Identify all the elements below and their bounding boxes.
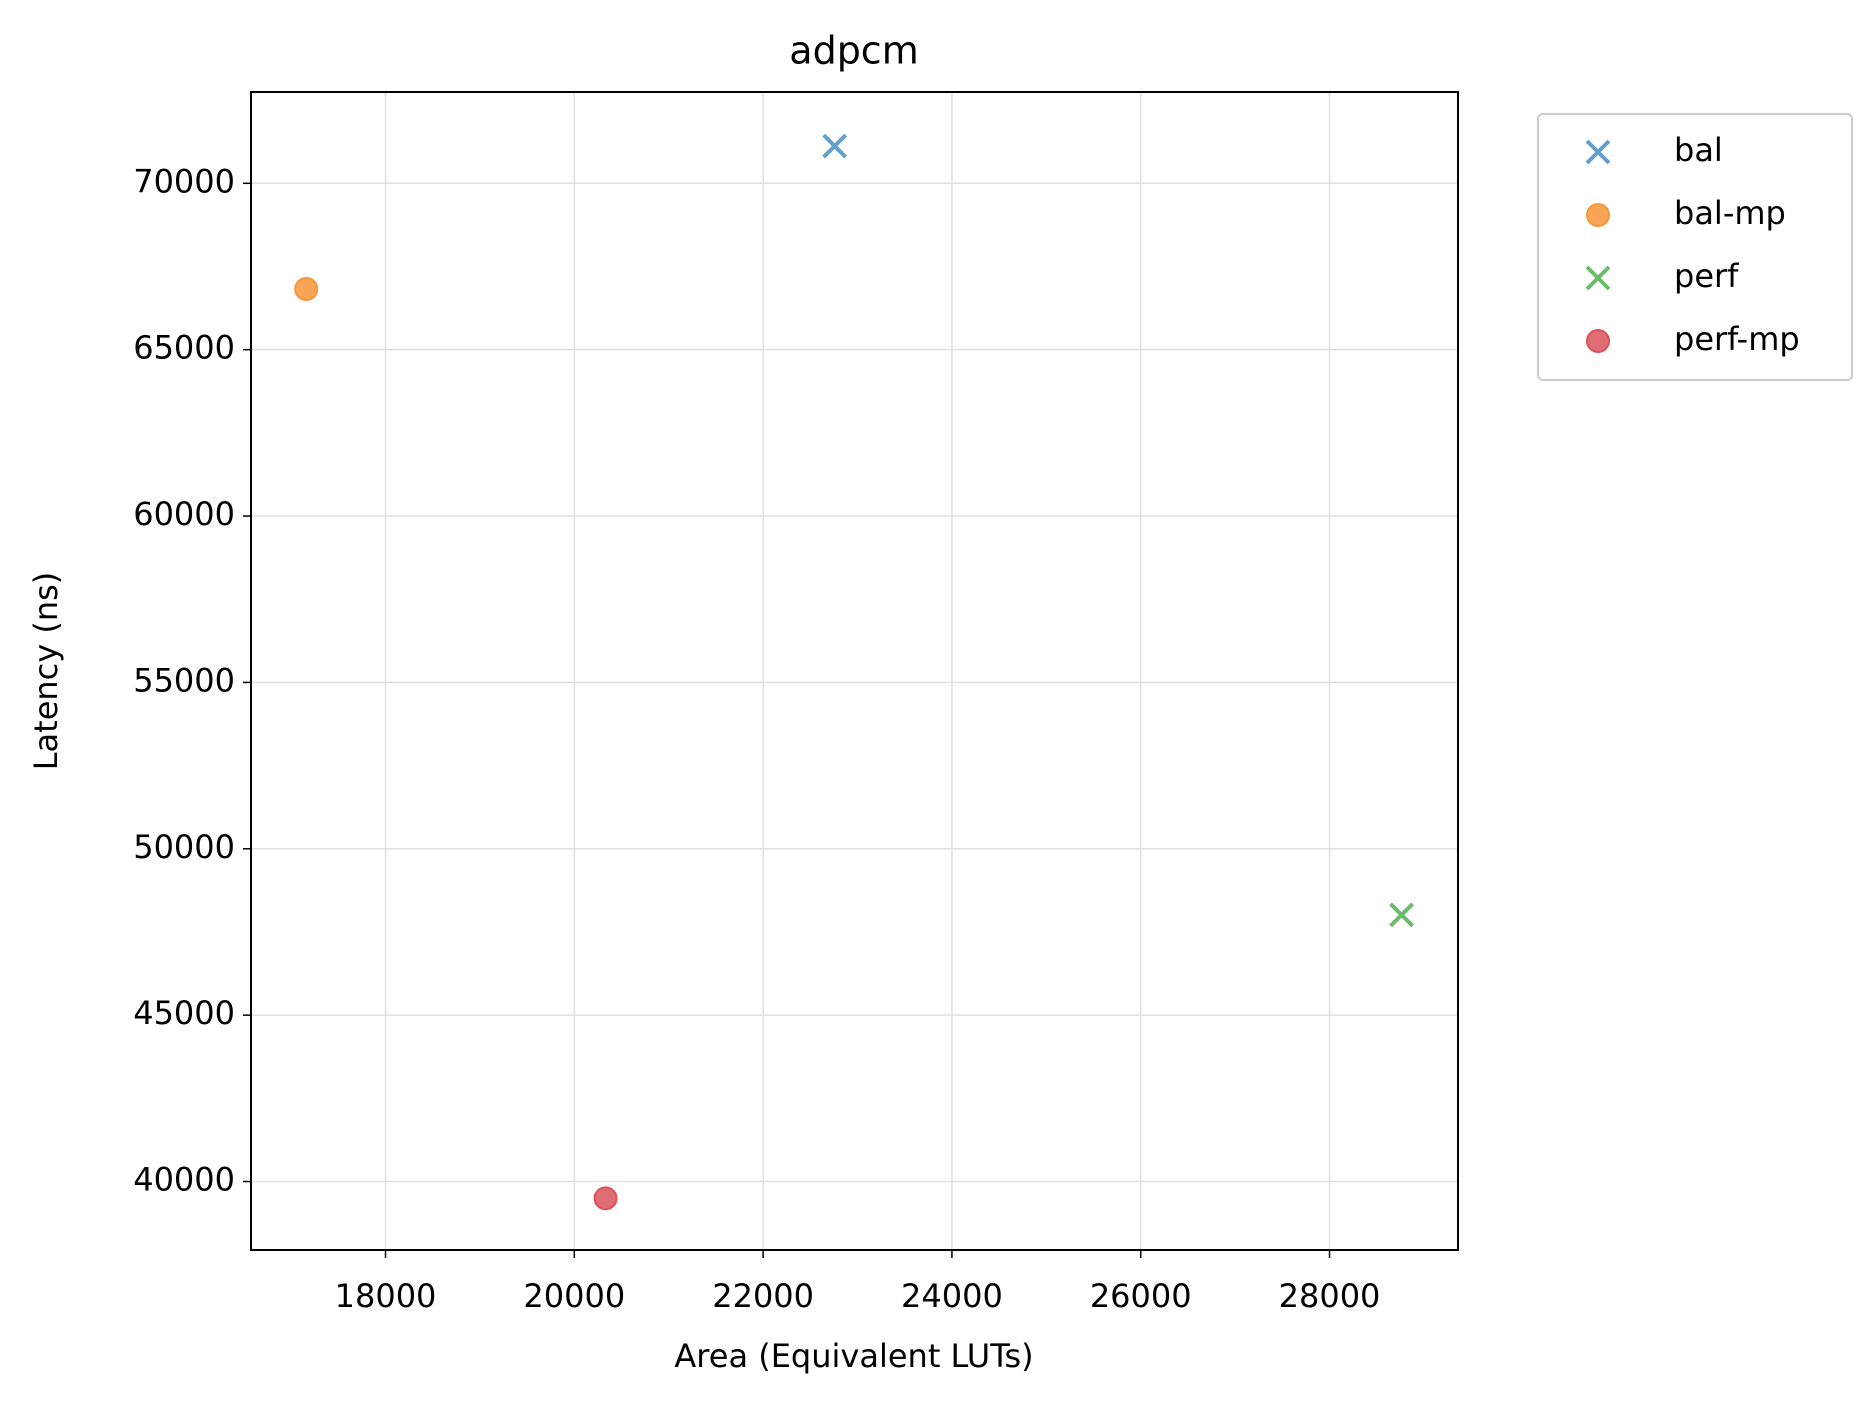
legend-box (1537, 113, 1853, 381)
y-tick-label: 40000 (133, 1161, 235, 1199)
legend-label: bal (1674, 131, 1723, 169)
x-tick-label: 18000 (335, 1277, 437, 1315)
y-tick-label: 45000 (133, 994, 235, 1032)
x-tick-label: 22000 (712, 1277, 814, 1315)
chart-title: adpcm (789, 29, 918, 73)
legend-marker (1585, 265, 1611, 291)
point (294, 277, 319, 302)
point (822, 133, 848, 159)
legend-marker (1585, 139, 1611, 165)
point (593, 1186, 618, 1211)
y-tick-label: 65000 (133, 329, 235, 367)
x-axis-label: Area (Equivalent LUTs) (674, 1337, 1033, 1375)
y-tick-label: 50000 (133, 828, 235, 866)
legend-label: bal-mp (1674, 194, 1786, 232)
legend-marker (1586, 329, 1610, 353)
legend-label: perf-mp (1674, 320, 1800, 358)
x-tick-label: 26000 (1090, 1277, 1192, 1315)
y-tick-label: 55000 (133, 661, 235, 699)
legend-label: perf (1674, 257, 1739, 295)
y-tick-label: 60000 (133, 495, 235, 533)
y-tick-label: 70000 (133, 162, 235, 200)
legend-marker (1586, 203, 1610, 227)
x-tick-label: 24000 (901, 1277, 1003, 1315)
x-tick-label: 20000 (523, 1277, 625, 1315)
point (1389, 902, 1414, 928)
x-tick-label: 28000 (1279, 1277, 1381, 1315)
plot-frame (250, 91, 1459, 1251)
y-axis-label: Latency (ns) (27, 572, 65, 771)
